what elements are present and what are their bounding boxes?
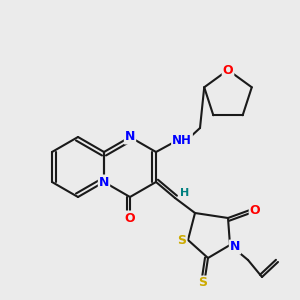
Text: S: S [178, 233, 187, 247]
Text: O: O [125, 212, 135, 224]
Text: N: N [125, 130, 135, 143]
Text: N: N [99, 176, 109, 188]
Text: O: O [223, 64, 233, 76]
Text: O: O [250, 203, 260, 217]
Text: NH: NH [172, 134, 192, 146]
Text: S: S [199, 277, 208, 290]
Text: H: H [180, 188, 190, 198]
Text: N: N [230, 241, 240, 254]
